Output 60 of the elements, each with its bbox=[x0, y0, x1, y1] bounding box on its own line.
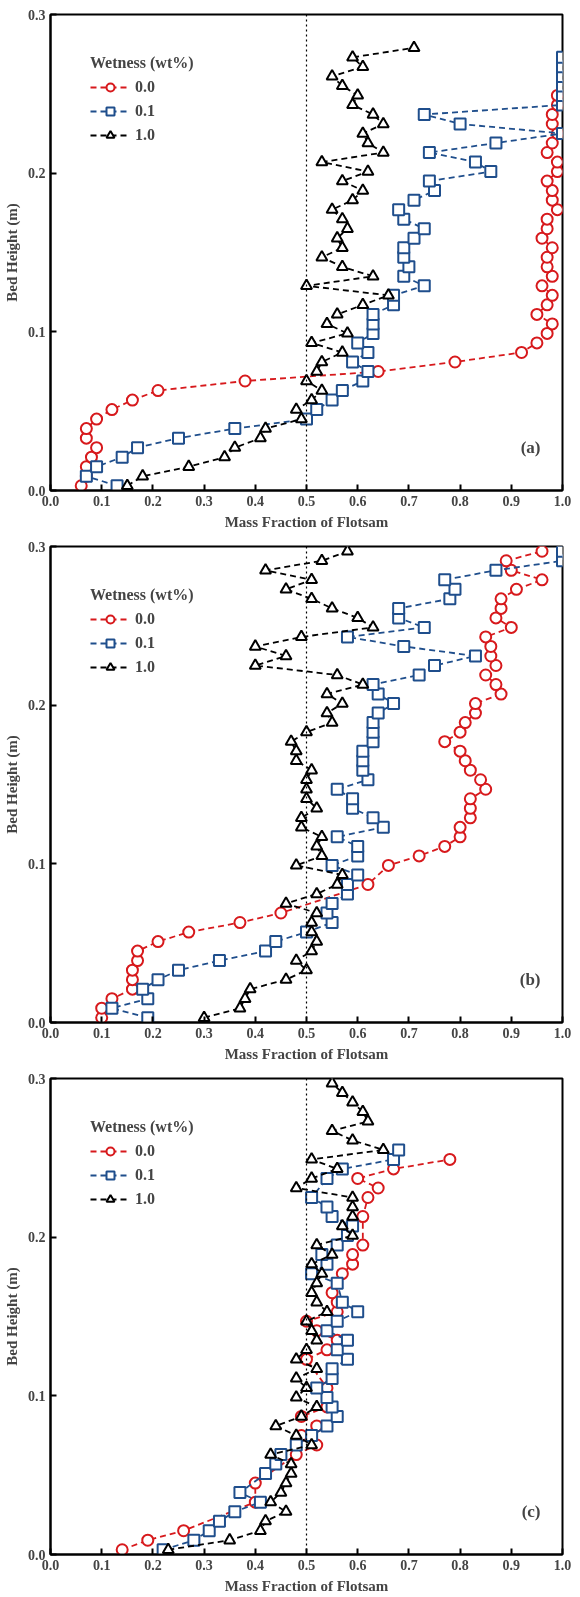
y-tick-label: 0.2 bbox=[28, 166, 46, 182]
annotation: (a) bbox=[520, 437, 541, 457]
x-tick-label: 0.3 bbox=[195, 493, 213, 509]
y-tick-label: 0.1 bbox=[28, 1388, 46, 1404]
x-axis-title: Mass Fraction of Flotsam bbox=[224, 1045, 389, 1062]
x-tick-label: 0.1 bbox=[92, 493, 111, 509]
x-tick-label: 0.5 bbox=[297, 493, 316, 509]
y-tick-label: 0.3 bbox=[28, 1071, 46, 1087]
x-tick-label: 1.0 bbox=[553, 493, 572, 509]
annotation: (c) bbox=[521, 1501, 541, 1521]
x-tick-label: 0.6 bbox=[348, 493, 367, 509]
x-tick-label: 0.1 bbox=[92, 1025, 111, 1041]
y-axis-title: Bed Height (m) bbox=[4, 1267, 21, 1366]
x-tick-label: 0.7 bbox=[400, 493, 418, 509]
x-tick-label: 0.9 bbox=[502, 493, 521, 509]
x-tick-label: 0.3 bbox=[195, 1025, 213, 1041]
x-tick-label: 0.5 bbox=[297, 1557, 316, 1573]
legend-title: Wetness (wt%) bbox=[90, 586, 194, 604]
x-tick-label: 0.4 bbox=[246, 1025, 265, 1041]
legend-label: 0.1 bbox=[135, 102, 155, 120]
x-tick-label: 0.4 bbox=[246, 1557, 265, 1573]
legend-label: 0.0 bbox=[135, 1142, 155, 1160]
x-tick-label: 0.4 bbox=[246, 493, 265, 509]
x-tick-label: 0.1 bbox=[92, 1557, 111, 1573]
legend-label: 0.1 bbox=[135, 634, 155, 652]
x-tick-label: 0.5 bbox=[297, 1025, 316, 1041]
x-tick-label: 0.2 bbox=[144, 493, 162, 509]
x-tick-label: 0.6 bbox=[348, 1025, 367, 1041]
x-tick-label: 1.0 bbox=[553, 1557, 572, 1573]
x-tick-label: 0.8 bbox=[451, 493, 469, 509]
y-tick-label: 0.2 bbox=[28, 698, 46, 714]
legend-label: 0.0 bbox=[135, 610, 155, 628]
y-tick-label: 0.1 bbox=[28, 324, 46, 340]
legend-label: 1.0 bbox=[135, 126, 155, 144]
legend-title: Wetness (wt%) bbox=[90, 54, 194, 72]
y-tick-label: 0.1 bbox=[28, 856, 46, 872]
x-tick-label: 0.2 bbox=[144, 1025, 162, 1041]
y-tick-label: 0.3 bbox=[28, 539, 46, 555]
legend-label: 0.1 bbox=[135, 1166, 155, 1184]
x-tick-label: 0.7 bbox=[400, 1557, 418, 1573]
legend-label: 1.0 bbox=[135, 1190, 155, 1208]
y-axis-title: Bed Height (m) bbox=[4, 735, 21, 834]
legend-title: Wetness (wt%) bbox=[90, 1118, 194, 1136]
y-tick-label: 0.3 bbox=[28, 7, 46, 23]
x-tick-label: 1.0 bbox=[553, 1025, 572, 1041]
annotation: (b) bbox=[519, 969, 541, 989]
x-axis-title: Mass Fraction of Flotsam bbox=[224, 513, 389, 530]
y-axis-title: Bed Height (m) bbox=[4, 203, 21, 302]
x-axis-title: Mass Fraction of Flotsam bbox=[224, 1577, 389, 1594]
x-tick-label: 0.8 bbox=[451, 1025, 469, 1041]
x-tick-label: 0.9 bbox=[502, 1025, 521, 1041]
x-tick-label: 0.3 bbox=[195, 1557, 213, 1573]
x-tick-label: 0.8 bbox=[451, 1557, 469, 1573]
x-tick-label: 0.6 bbox=[348, 1557, 367, 1573]
x-tick-label: 0.2 bbox=[144, 1557, 162, 1573]
x-tick-label: 0.7 bbox=[400, 1025, 418, 1041]
y-tick-label: 0.2 bbox=[28, 1230, 46, 1246]
x-tick-label: 0.9 bbox=[502, 1557, 521, 1573]
legend-label: 1.0 bbox=[135, 658, 155, 676]
legend-label: 0.0 bbox=[135, 78, 155, 96]
